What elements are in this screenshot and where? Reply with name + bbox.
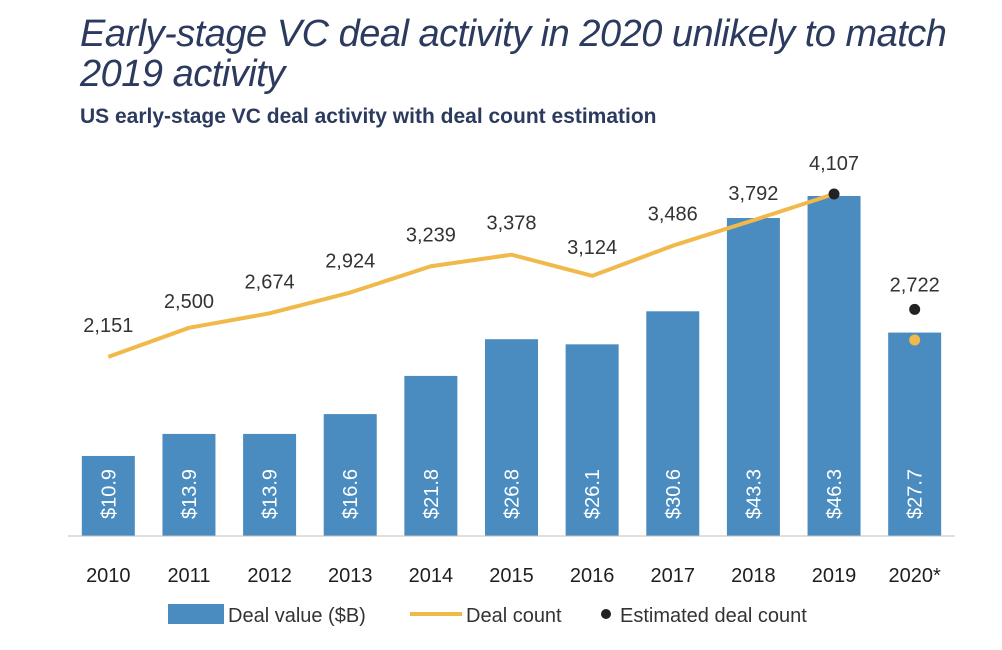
x-tick-label: 2019 — [812, 565, 857, 587]
deal-count-label: 2,500 — [164, 291, 214, 313]
deal-count-label: 2,722 — [890, 274, 940, 296]
bar-2014 — [404, 375, 458, 536]
legend-swatch-deal-value — [168, 604, 224, 624]
bar-2019 — [807, 196, 861, 536]
x-tick-label: 2012 — [247, 565, 292, 587]
deal-count-label: 3,124 — [567, 237, 617, 259]
x-tick-label: 2011 — [167, 565, 210, 587]
bar-value-label: $10.9 — [98, 469, 120, 519]
deal-count-label: 3,792 — [728, 183, 778, 205]
legend-swatch-estimated — [601, 609, 611, 619]
bar-value-label: $13.9 — [260, 469, 282, 519]
bar-2011 — [162, 433, 216, 536]
bar-value-label: $26.8 — [502, 469, 524, 519]
deal-count-line — [107, 192, 835, 359]
legend-label-deal-count: Deal count — [466, 605, 562, 627]
bar-value-label: $13.9 — [179, 469, 201, 519]
bar-2020* — [888, 332, 942, 536]
bar-2013 — [323, 414, 377, 536]
chart-title: Early-stage VC deal activity in 2020 unl… — [80, 13, 947, 95]
bar-value-label: $21.8 — [421, 469, 443, 519]
deal-count-label: 4,107 — [809, 153, 859, 175]
bar-value-label: $16.6 — [340, 469, 362, 519]
x-axis: 2010 2011 2012 2013 2014 2015 2016 2017 2018 2019… — [68, 535, 955, 587]
x-tick-label: 2015 — [489, 565, 534, 587]
legend-label-deal-value: Deal value ($B) — [228, 605, 366, 627]
deal-count-label: 3,239 — [406, 224, 456, 246]
legend: Deal value ($B) Deal count Estimated dea… — [168, 604, 807, 627]
deal-count-label: 2,151 — [83, 315, 133, 337]
x-tick-label: 2020* — [889, 565, 941, 587]
bar-2018 — [726, 218, 780, 536]
x-tick-label: 2016 — [570, 565, 615, 587]
bar-2015 — [485, 339, 538, 536]
bars-layer: $10.9 $13.9 $13.9 $16.6 $21.8 $26.8 $26.1 $30.6… — [81, 196, 942, 536]
x-tick-label: 2013 — [328, 565, 373, 587]
bar-value-label: $30.6 — [663, 469, 685, 519]
bar-value-label: $26.1 — [582, 469, 604, 519]
bar-2012 — [243, 433, 297, 536]
deal-count-label: 2,924 — [325, 251, 375, 273]
legend-label-estimated: Estimated deal count — [620, 605, 807, 627]
bar-2017 — [646, 311, 700, 536]
deal-count-label: 3,378 — [486, 213, 536, 235]
x-tick-label: 2014 — [409, 565, 454, 587]
x-tick-label: 2018 — [731, 565, 776, 587]
bar-value-label: $46.3 — [824, 469, 846, 519]
chart-subtitle: US early-stage VC deal activity with dea… — [80, 105, 657, 128]
estimated-deal-count-point — [909, 303, 921, 315]
bar-value-label: $43.3 — [743, 469, 765, 519]
bar-value-label: $27.7 — [905, 469, 927, 519]
labels-layer: 2,151 2,500 2,674 2,924 3,239 3,378 3,124 3,486… — [83, 153, 939, 337]
bar-2010 — [81, 455, 135, 536]
deal-count-point-2020 — [909, 334, 921, 346]
line-layer — [107, 188, 921, 359]
x-tick-label: 2017 — [651, 565, 696, 587]
x-tick-label: 2010 — [86, 565, 131, 587]
estimated-deal-count-point — [828, 188, 840, 200]
deal-count-label: 3,486 — [648, 204, 698, 226]
bar-2016 — [565, 344, 619, 536]
deal-count-label: 2,674 — [245, 271, 295, 293]
